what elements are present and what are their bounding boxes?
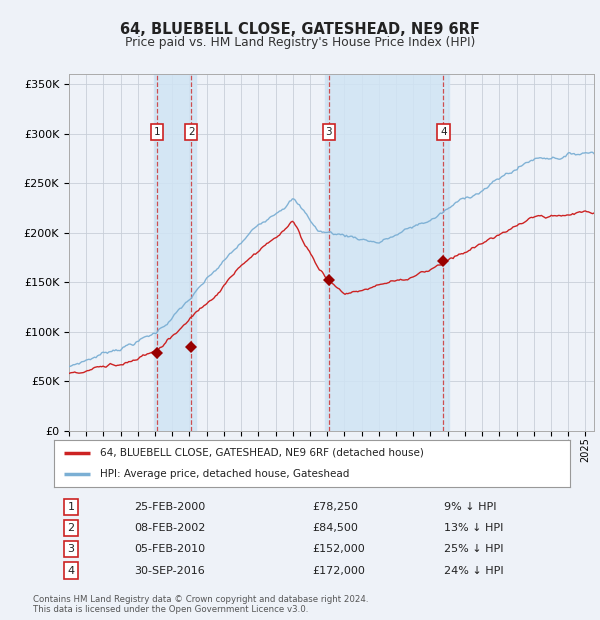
Text: Contains HM Land Registry data © Crown copyright and database right 2024.
This d: Contains HM Land Registry data © Crown c… (33, 595, 368, 614)
Text: 3: 3 (68, 544, 74, 554)
Text: 05-FEB-2010: 05-FEB-2010 (134, 544, 205, 554)
Text: £84,500: £84,500 (312, 523, 358, 533)
Text: 64, BLUEBELL CLOSE, GATESHEAD, NE9 6RF (detached house): 64, BLUEBELL CLOSE, GATESHEAD, NE9 6RF (… (100, 448, 424, 458)
Text: 2: 2 (188, 127, 194, 137)
Text: 24% ↓ HPI: 24% ↓ HPI (443, 565, 503, 575)
Bar (154, 74, 196, 431)
Text: HPI: Average price, detached house, Gateshead: HPI: Average price, detached house, Gate… (100, 469, 350, 479)
Text: 2: 2 (67, 523, 74, 533)
Text: Price paid vs. HM Land Registry's House Price Index (HPI): Price paid vs. HM Land Registry's House … (125, 36, 475, 48)
Text: £172,000: £172,000 (312, 565, 365, 575)
Text: 4: 4 (67, 565, 74, 575)
Text: 4: 4 (440, 127, 446, 137)
Text: 25-FEB-2000: 25-FEB-2000 (134, 502, 205, 512)
Text: 08-FEB-2002: 08-FEB-2002 (134, 523, 205, 533)
Text: 3: 3 (325, 127, 332, 137)
Text: 13% ↓ HPI: 13% ↓ HPI (443, 523, 503, 533)
Text: £152,000: £152,000 (312, 544, 365, 554)
Text: 9% ↓ HPI: 9% ↓ HPI (443, 502, 496, 512)
Text: £78,250: £78,250 (312, 502, 358, 512)
Text: 25% ↓ HPI: 25% ↓ HPI (443, 544, 503, 554)
Text: 30-SEP-2016: 30-SEP-2016 (134, 565, 205, 575)
Bar (325, 74, 449, 431)
Text: 1: 1 (154, 127, 160, 137)
Text: 64, BLUEBELL CLOSE, GATESHEAD, NE9 6RF: 64, BLUEBELL CLOSE, GATESHEAD, NE9 6RF (120, 22, 480, 37)
Text: 1: 1 (68, 502, 74, 512)
